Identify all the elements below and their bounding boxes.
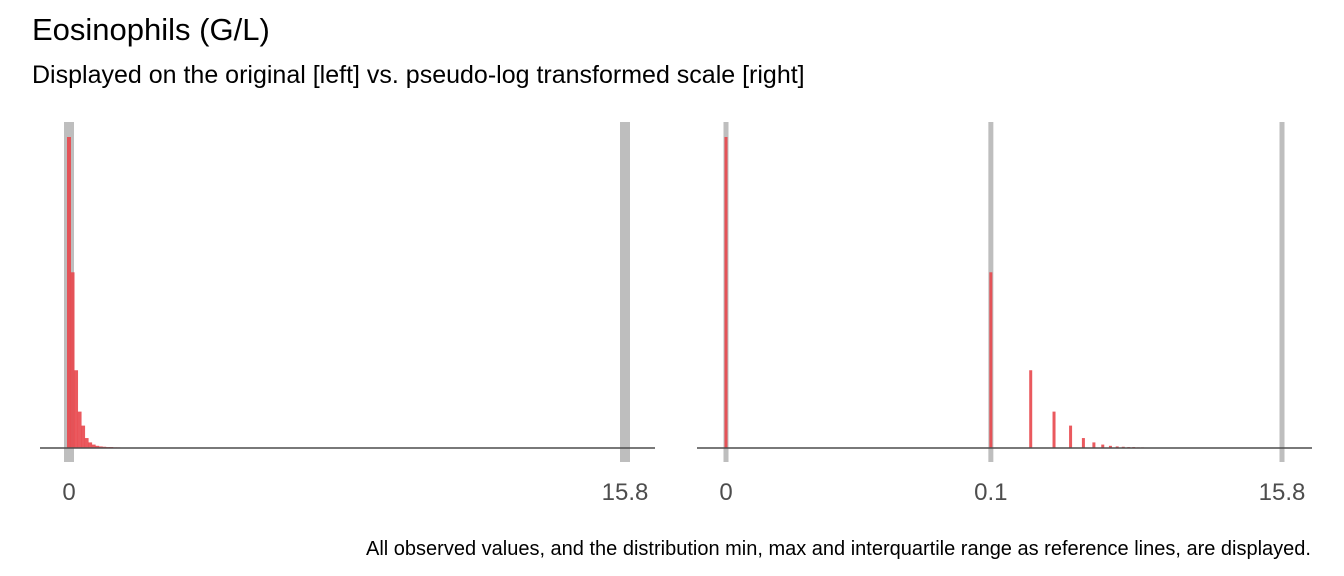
undefined bbox=[1069, 425, 1073, 448]
x-tick-label: 15.8 bbox=[602, 479, 649, 506]
x-tick-label: 0 bbox=[62, 479, 75, 506]
undefined bbox=[91, 444, 96, 448]
undefined bbox=[1092, 442, 1096, 448]
undefined bbox=[81, 425, 86, 448]
undefined bbox=[95, 445, 100, 448]
undefined bbox=[1115, 446, 1119, 448]
undefined bbox=[74, 370, 79, 448]
undefined bbox=[98, 446, 103, 448]
undefined bbox=[1052, 411, 1056, 448]
right-panel-pseudo-log-scale: 0 0.1 15.8 bbox=[697, 122, 1312, 506]
undefined bbox=[1081, 438, 1085, 448]
undefined bbox=[84, 438, 89, 448]
undefined bbox=[989, 272, 993, 448]
x-tick-label: 0.1 bbox=[974, 479, 1007, 506]
left-panel-original-scale: 0 15.8 bbox=[40, 122, 655, 506]
undefined bbox=[1029, 370, 1033, 448]
x-tick-label: 0 bbox=[719, 479, 732, 506]
x-tick-label: 15.8 bbox=[1259, 479, 1306, 506]
undefined bbox=[1108, 445, 1112, 448]
undefined bbox=[1101, 444, 1105, 448]
undefined bbox=[724, 137, 728, 448]
chart-caption: All observed values, and the distributio… bbox=[366, 538, 1311, 560]
chart-title: Eosinophils (G/L) bbox=[32, 12, 270, 47]
undefined bbox=[70, 272, 75, 448]
undefined bbox=[77, 411, 82, 448]
chart-subtitle: Displayed on the original [left] vs. pse… bbox=[32, 61, 805, 89]
undefined bbox=[67, 137, 71, 448]
undefined bbox=[88, 442, 93, 448]
